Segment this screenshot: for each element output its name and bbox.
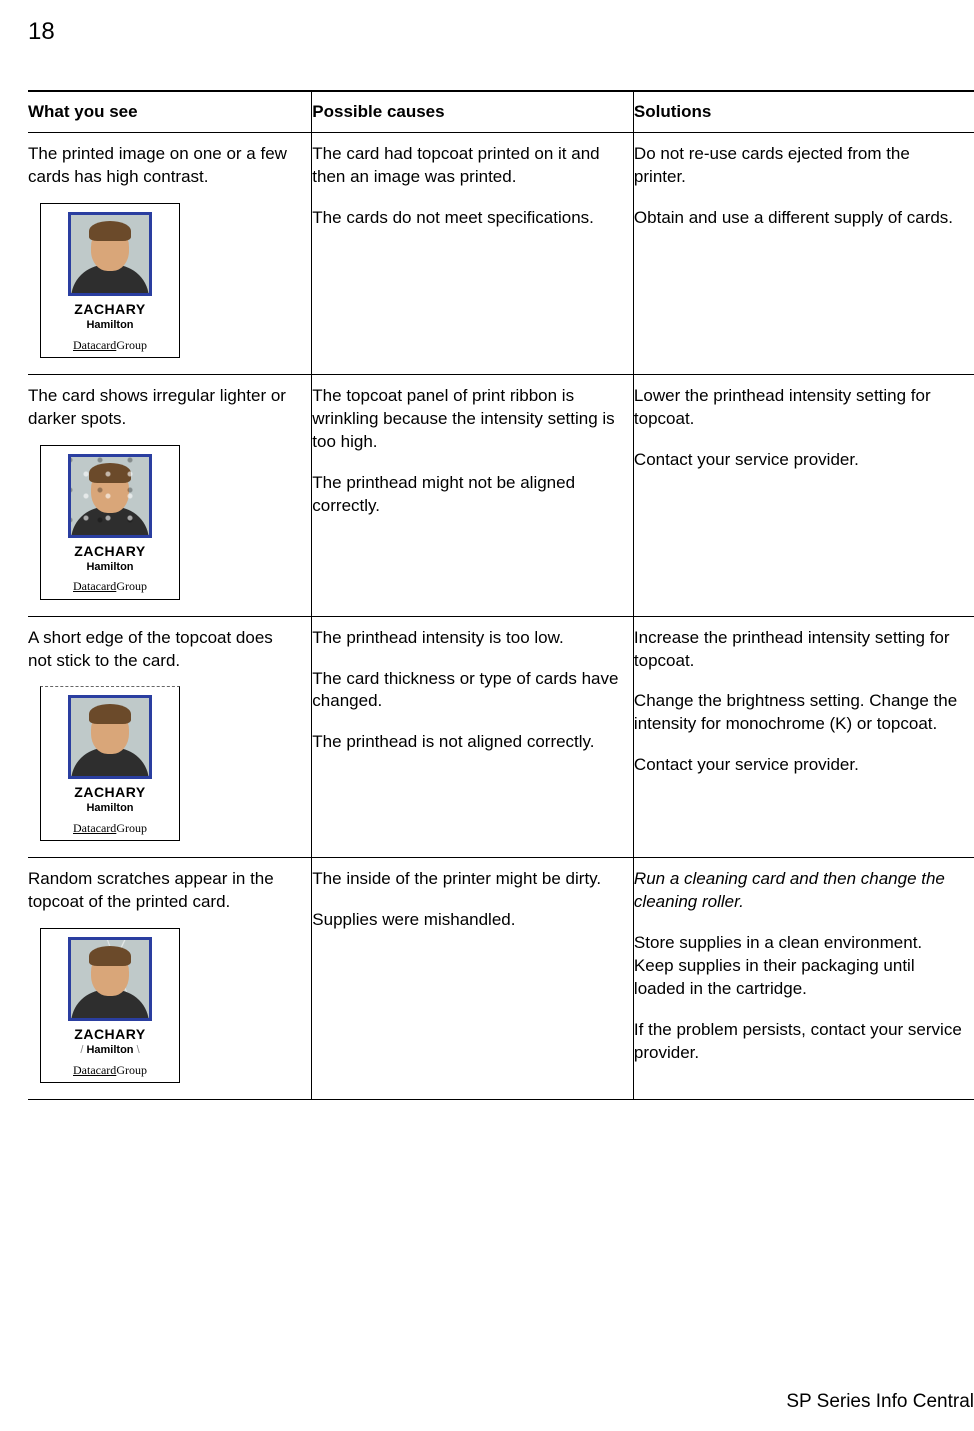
cause-text: The topcoat panel of print ribbon is wri… — [312, 385, 621, 454]
solution-text: Obtain and use a different supply of car… — [634, 207, 962, 230]
card-photo — [68, 695, 152, 779]
card-first-name: ZACHARY — [47, 783, 173, 802]
card-brand: DatacardGroup — [47, 820, 173, 836]
solution-text: Do not re-use cards ejected from the pri… — [634, 143, 962, 189]
card-photo — [68, 937, 152, 1021]
cause-text: The inside of the printer might be dirty… — [312, 868, 621, 891]
card-first-name: ZACHARY — [47, 542, 173, 561]
footer-text: SP Series Info Central — [786, 1391, 974, 1413]
cause-text: Supplies were mishandled. — [312, 909, 621, 932]
table-row: A short edge of the topcoat does not sti… — [28, 616, 974, 858]
example-card: ZACHARY Hamilton DatacardGroup — [40, 686, 180, 841]
card-last-name: Hamilton — [47, 560, 173, 575]
solution-text: Change the brightness setting. Change th… — [634, 690, 962, 736]
cause-text: The printhead is not aligned correctly. — [312, 731, 621, 754]
solution-text: Increase the printhead intensity setting… — [634, 627, 962, 673]
solution-text: If the problem persists, contact your se… — [634, 1019, 962, 1065]
solution-text: Contact your service provider. — [634, 449, 962, 472]
card-first-name: ZACHARY — [47, 1025, 173, 1044]
header-what-you-see: What you see — [28, 91, 312, 133]
what-you-see-text: Random scratches appear in the topcoat o… — [28, 868, 299, 914]
what-you-see-text: The printed image on one or a few cards … — [28, 143, 299, 189]
example-card: ZACHARY Hamilton DatacardGroup — [40, 928, 180, 1083]
cause-text: The printhead might not be aligned corre… — [312, 472, 621, 518]
card-photo — [68, 212, 152, 296]
card-last-name: Hamilton — [47, 318, 173, 333]
example-card: ZACHARY Hamilton DatacardGroup — [40, 203, 180, 358]
card-last-name: Hamilton — [47, 801, 173, 816]
table-row: Random scratches appear in the topcoat o… — [28, 858, 974, 1100]
header-solutions: Solutions — [633, 91, 974, 133]
page-number: 18 — [28, 18, 974, 46]
cause-text: The card had topcoat printed on it and t… — [312, 143, 621, 189]
card-first-name: ZACHARY — [47, 300, 173, 319]
cause-text: The cards do not meet specifications. — [312, 207, 621, 230]
card-photo — [68, 454, 152, 538]
card-last-name: Hamilton — [47, 1043, 173, 1058]
card-brand: DatacardGroup — [47, 578, 173, 594]
solution-text: Lower the printhead intensity setting fo… — [634, 385, 962, 431]
table-row: The printed image on one or a few cards … — [28, 133, 974, 375]
what-you-see-text: The card shows irregular lighter or dark… — [28, 385, 299, 431]
cause-text: The card thickness or type of cards have… — [312, 668, 621, 714]
table-row: The card shows irregular lighter or dark… — [28, 374, 974, 616]
card-brand: DatacardGroup — [47, 1062, 173, 1078]
card-brand: DatacardGroup — [47, 337, 173, 353]
example-card: ZACHARY Hamilton DatacardGroup — [40, 445, 180, 600]
solution-text: Run a cleaning card and then change the … — [634, 868, 962, 914]
cause-text: The printhead intensity is too low. — [312, 627, 621, 650]
what-you-see-text: A short edge of the topcoat does not sti… — [28, 627, 299, 673]
header-possible-causes: Possible causes — [312, 91, 634, 133]
solution-text: Store supplies in a clean environment. K… — [634, 932, 962, 1001]
solution-text: Contact your service provider. — [634, 754, 962, 777]
troubleshoot-table: What you see Possible causes Solutions T… — [28, 90, 974, 1100]
